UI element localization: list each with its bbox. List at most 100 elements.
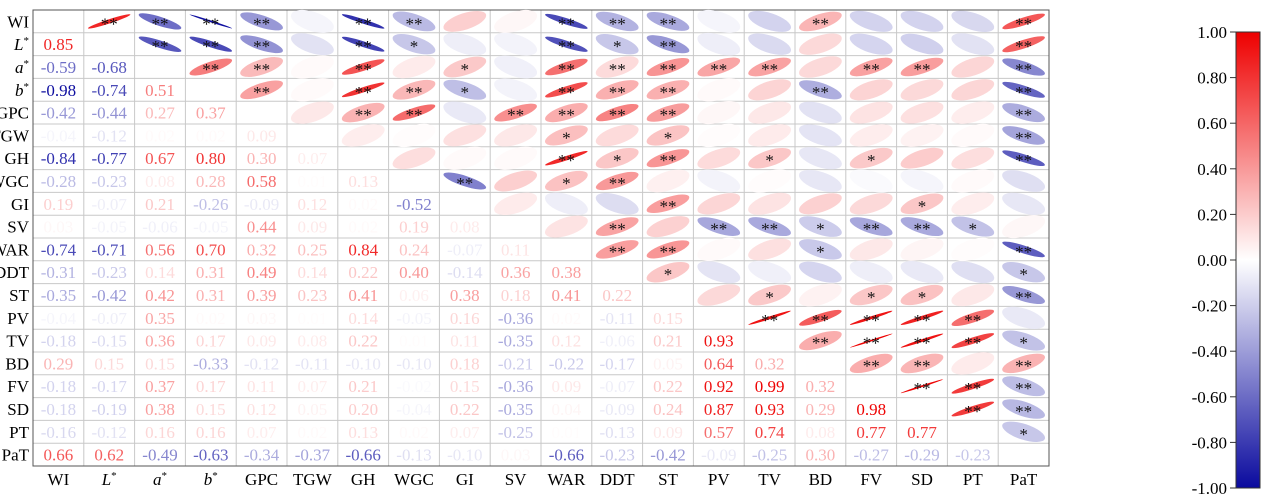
significance-mark: ** [914,311,931,330]
correlation-value: 0.09 [298,218,328,237]
significance-mark: ** [406,106,423,125]
correlation-ellipse [443,146,487,170]
correlation-ellipse [697,217,741,236]
correlation-ellipse [1002,103,1045,123]
correlation-value: -0.52 [396,195,431,214]
correlation-ellipse [494,192,538,216]
significance-mark: ** [253,60,270,79]
significance-mark: * [1019,265,1028,284]
correlation-ellipse [595,80,639,100]
correlation-value: 0.29 [806,400,836,419]
correlation-ellipse [392,79,436,100]
correlation-value: -0.27 [853,446,889,465]
significance-mark: ** [1015,242,1032,261]
correlation-ellipse [341,36,385,52]
correlation-ellipse [545,82,588,98]
significance-mark: ** [660,60,677,79]
correlation-ellipse [1002,399,1045,419]
significance-mark: ** [202,37,219,56]
correlation-value: 0.84 [348,240,378,259]
significance-mark: ** [863,220,880,239]
correlation-ellipse [748,33,792,55]
correlation-value: 0.37 [196,104,226,123]
correlation-value: 0.03 [501,446,531,465]
correlation-ellipse [392,104,436,121]
row-label: WI [7,12,29,31]
correlation-value: 0.18 [450,354,480,373]
significance-mark: ** [660,197,677,216]
variable-labels: WI WI L* L* a* a* b* b* GPC GPC TGW TGW GH GH WGC WGC GI… [0,12,1038,489]
correlation-ellipse [849,238,893,261]
correlation-ellipse [748,192,792,215]
significance-mark: ** [101,14,118,33]
column-label: DDT [600,470,636,489]
correlation-ellipse [595,171,639,191]
correlation-value: 0.15 [196,400,226,419]
correlation-value: -0.21 [498,354,533,373]
correlation-value: 0.38 [552,263,582,282]
column-label: WGC [394,470,434,489]
correlation-ellipse [900,57,944,77]
correlation-ellipse [951,79,995,101]
correlation-value: -0.09 [244,195,279,214]
significance-mark: ** [558,83,575,102]
correlation-value: 0.02 [145,126,175,145]
correlation-value: 0.21 [145,195,175,214]
correlation-value: 0.85 [44,35,74,54]
row-label: SV [7,218,29,237]
correlation-ellipse [646,169,690,193]
correlation-ellipse [798,101,842,124]
correlation-ellipse [545,36,588,52]
correlation-ellipse [443,32,487,56]
significance-mark: ** [964,402,981,421]
significance-mark: * [664,128,673,147]
significance-mark: ** [660,37,677,56]
correlation-ellipse [951,283,995,307]
significance-mark: ** [1015,356,1032,375]
correlation-ellipse [290,101,334,124]
correlation-ellipse [494,32,538,56]
correlation-value: 0.17 [196,377,226,396]
correlation-ellipse [900,101,944,124]
correlation-value: 0.16 [450,309,480,328]
correlation-value: 0.32 [755,354,785,373]
correlation-value: 0.29 [44,354,74,373]
correlation-ellipse [951,309,995,327]
correlation-value: 0.02 [552,309,582,328]
correlation-value: 0.07 [298,377,328,396]
correlation-value: 0.40 [399,263,429,282]
correlation-ellipse [849,217,893,236]
correlation-value: 0.02 [348,218,378,237]
correlation-ellipse [900,353,944,374]
correlation-value: 0.13 [348,172,378,191]
correlation-value: 0.14 [298,263,328,282]
correlation-ellipse [646,149,690,168]
correlation-value: -0.18 [41,377,76,396]
correlation-ellipse [900,33,944,55]
correlation-ellipse [900,237,944,261]
correlation-value: -0.35 [498,332,533,351]
correlation-ellipse [87,14,131,29]
significance-mark: ** [914,60,931,79]
correlation-ellipse [798,124,842,147]
colorbar-tick-label: -0.20 [1192,297,1227,316]
significance-mark: ** [406,14,423,33]
significance-mark: ** [1015,37,1032,56]
correlation-value: 0.15 [653,309,683,328]
significance-mark: ** [355,83,372,102]
correlation-value: -0.33 [193,354,228,373]
correlation-ellipse [392,147,436,170]
correlation-value: 0.12 [247,400,277,419]
correlation-ellipse [951,333,995,349]
significance-mark: * [1019,425,1028,444]
correlation-value: -0.25 [498,423,533,442]
correlation-value: 0.67 [145,149,175,168]
correlation-value: 0.09 [247,126,277,145]
correlation-value: 0.37 [145,377,175,396]
correlation-value: 0.08 [806,423,836,442]
row-label: SD [7,400,29,419]
correlation-value: 0.92 [704,377,734,396]
correlation-ellipse [900,147,944,169]
correlation-value: -0.42 [91,286,126,305]
significance-mark: * [461,83,470,102]
